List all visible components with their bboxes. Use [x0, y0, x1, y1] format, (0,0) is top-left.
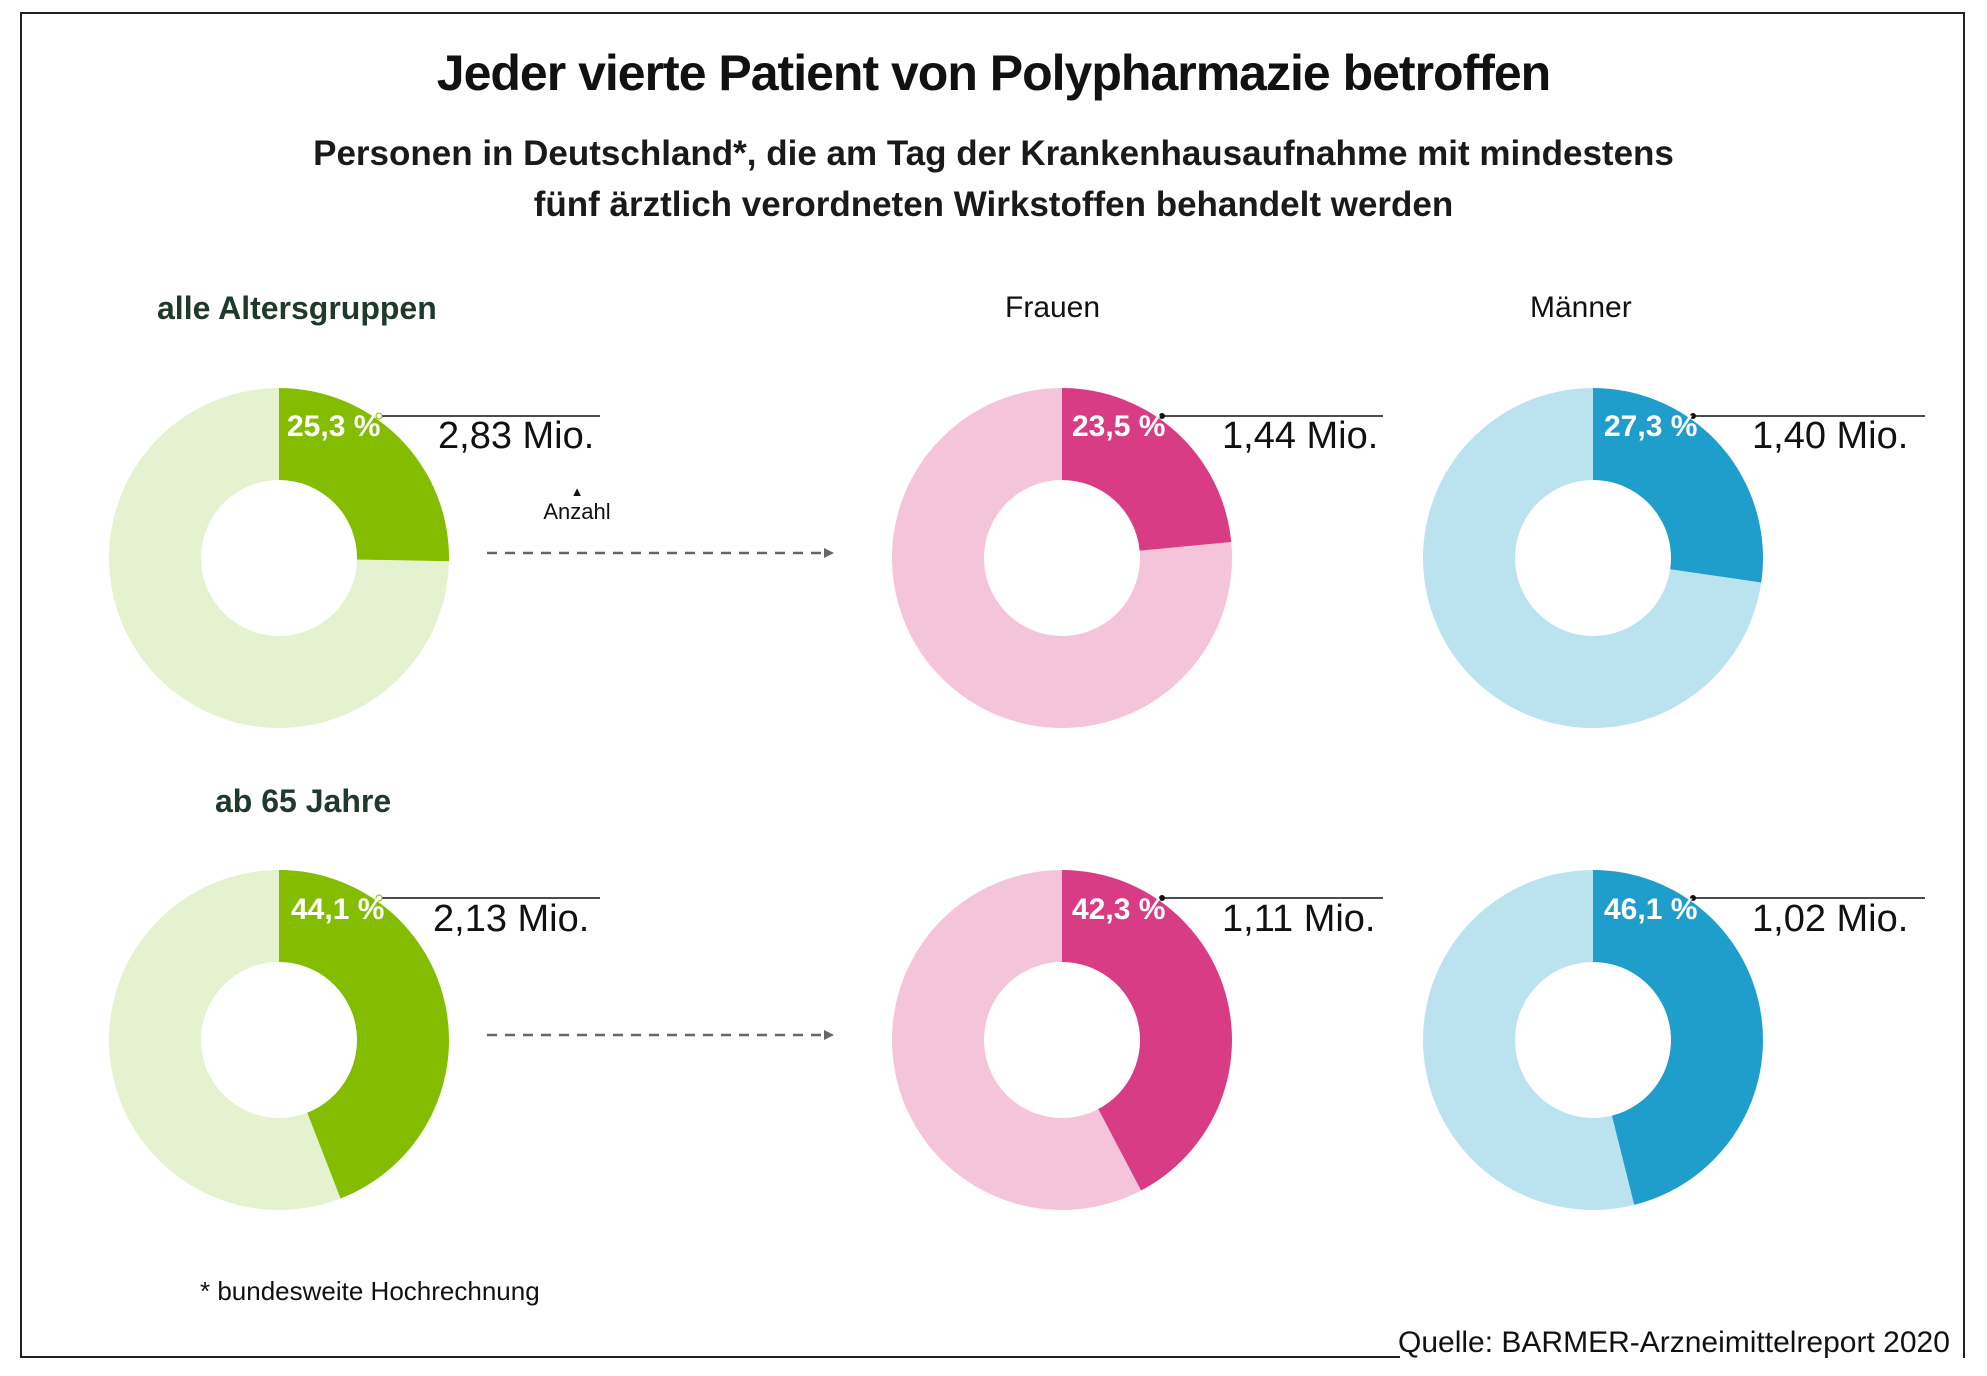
source-label: Quelle: BARMER-Arzneimittelreport 2020 [1398, 1326, 1950, 1359]
leader-dot-all-maenner [1690, 413, 1696, 419]
up-triangle-icon: ▲ [570, 484, 584, 499]
leader-dot-all-frauen [1159, 413, 1165, 419]
row-label-65-plus: ab 65 Jahre [215, 783, 392, 819]
percent-label-65-maenner: 46,1 % [1604, 893, 1698, 926]
count-label-65-maenner: 1,02 Mio. [1752, 898, 1909, 940]
donut-remainder-65-gesamt [109, 870, 341, 1210]
leader-dot-all-gesamt [375, 412, 383, 420]
subtitle-line-1: Personen in Deutschland*, die am Tag der… [313, 134, 1674, 173]
percent-label-65-frauen: 42,3 % [1072, 893, 1166, 926]
donut-segment-65-maenner [1593, 870, 1764, 1205]
column-label-maenner: Männer [1530, 291, 1632, 324]
footnote: * bundesweite Hochrechnung [200, 1276, 540, 1306]
chart-title: Jeder vierte Patient von Polypharmazie b… [436, 45, 1551, 101]
count-label-all-frauen: 1,44 Mio. [1222, 415, 1379, 457]
chart-subtitle: Personen in Deutschland*, die am Tag der… [0, 128, 1987, 230]
donut-segment-all-gesamt [279, 388, 449, 562]
donut-remainder-65-frauen [892, 870, 1142, 1210]
bottom-rule [20, 1356, 1400, 1358]
count-label-all-gesamt: 2,83 Mio. [438, 415, 595, 457]
count-label-65-gesamt: 2,13 Mio. [433, 898, 590, 940]
donut-remainder-all-gesamt [109, 388, 449, 729]
percent-label-all-gesamt: 25,3 % [287, 410, 381, 443]
donut-segment-all-frauen [1062, 388, 1232, 551]
row-label-all-ages: alle Altersgruppen [157, 290, 437, 326]
anzahl-label: Anzahl [543, 499, 611, 524]
anzahl-annotation: ▲ Anzahl [532, 485, 622, 525]
chart-frame [20, 12, 1965, 1358]
donut-remainder-all-frauen [891, 388, 1232, 728]
column-label-frauen: Frauen [1005, 291, 1101, 324]
percent-label-65-gesamt: 44,1 % [291, 893, 385, 926]
leader-dot-65-frauen [1159, 895, 1165, 901]
count-label-65-frauen: 1,11 Mio. [1222, 898, 1376, 940]
donut-remainder-65-maenner [1423, 870, 1635, 1210]
count-label-all-maenner: 1,40 Mio. [1752, 415, 1909, 457]
donut-remainder-all-maenner [1422, 388, 1762, 728]
percent-label-all-frauen: 23,5 % [1072, 410, 1166, 443]
donut-segment-65-frauen [1062, 870, 1232, 1191]
percent-label-all-maenner: 27,3 % [1604, 410, 1698, 443]
subtitle-line-2: fünf ärztlich verordneten Wirkstoffen be… [533, 185, 1454, 224]
donut-segment-all-maenner [1593, 388, 1763, 583]
leader-dot-65-gesamt [375, 894, 383, 902]
leader-dot-65-maenner [1690, 895, 1696, 901]
donut-segment-65-gesamt [279, 870, 450, 1199]
